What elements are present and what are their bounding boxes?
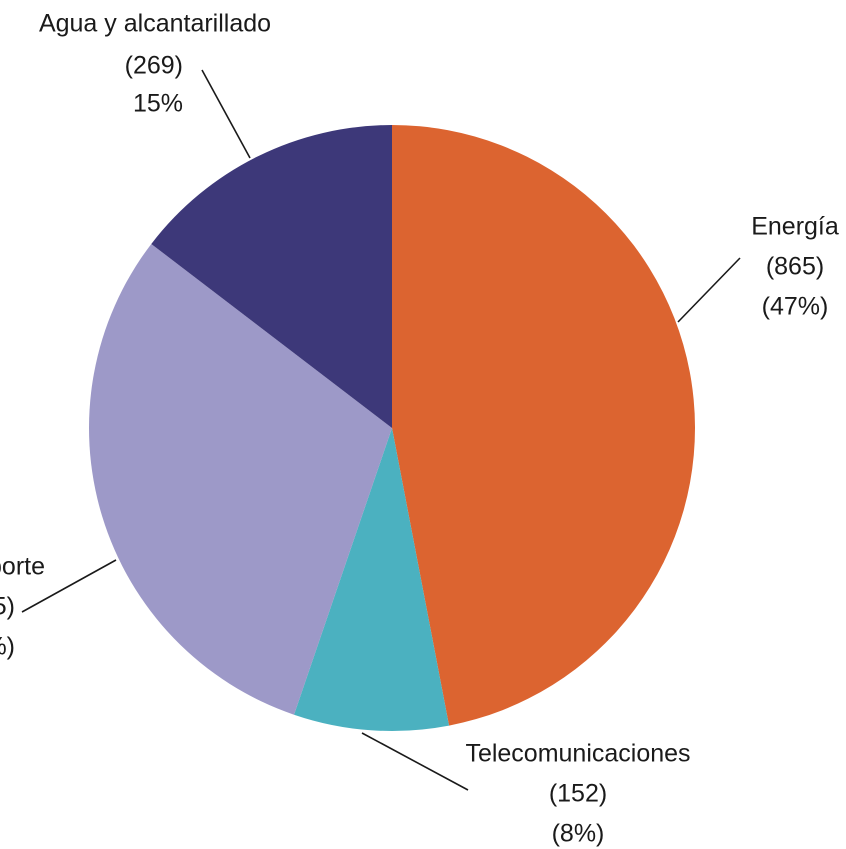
percent-label: (47%) [762, 293, 829, 321]
slice-label: porte [0, 553, 45, 581]
value-label: (152) [549, 780, 607, 808]
value-label: 5) [0, 593, 15, 621]
pie [88, 125, 696, 731]
leader-line [21, 559, 117, 613]
pie-slice [392, 125, 696, 726]
slice-label: Agua y alcantarillado [39, 10, 271, 38]
slice-label: Telecomunicaciones [465, 740, 690, 768]
percent-label: (8%) [552, 820, 605, 848]
leader-line [677, 257, 741, 323]
percent-label: %) [0, 633, 15, 661]
leader-line [361, 732, 469, 791]
pie-slice [151, 125, 392, 428]
pie-slice [294, 428, 450, 731]
leader-line [201, 69, 251, 159]
value-label: (269) [125, 52, 183, 80]
percent-label: 15% [133, 90, 183, 118]
slice-label: Energía [751, 213, 839, 241]
pie-slice [88, 243, 392, 715]
value-label: (865) [766, 253, 824, 281]
